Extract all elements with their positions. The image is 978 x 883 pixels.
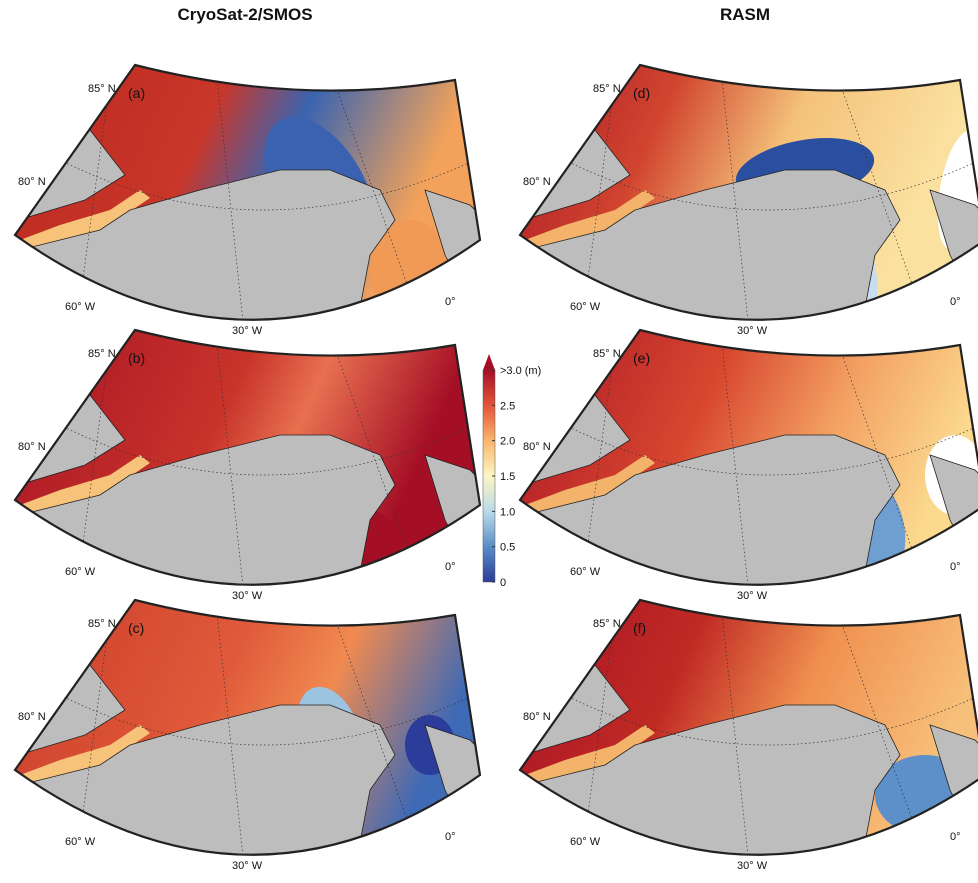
lon-label: 30° W bbox=[232, 860, 263, 872]
lat-label: 85° N bbox=[593, 348, 621, 360]
lon-label: 60° W bbox=[570, 836, 601, 848]
colorbar-tick-label: >3.0 (m) bbox=[500, 365, 541, 377]
lat-label: 80° N bbox=[523, 441, 551, 453]
lat-label: 80° N bbox=[18, 441, 46, 453]
graticule bbox=[719, 330, 751, 585]
map-content bbox=[520, 65, 978, 320]
graticule bbox=[834, 334, 926, 585]
graticule bbox=[214, 65, 246, 320]
graticule bbox=[79, 344, 111, 566]
coast-inlet bbox=[525, 455, 655, 520]
map-content bbox=[520, 600, 978, 855]
coast-inlet bbox=[20, 725, 150, 790]
graticule bbox=[214, 600, 246, 855]
lon-label: 30° W bbox=[232, 590, 263, 602]
map-panel: (f) 85° N 80° N 60° W 30° W 0° bbox=[518, 598, 978, 872]
lon-label: 60° W bbox=[65, 836, 96, 848]
colorbar-tick-label: 1.5 bbox=[500, 471, 515, 483]
colorbar-tick-label: 0 bbox=[500, 577, 506, 589]
panel-label: (e) bbox=[633, 350, 650, 366]
map-border bbox=[13, 63, 482, 321]
graticule bbox=[329, 69, 421, 320]
lat-label: 85° N bbox=[593, 618, 621, 630]
lat-label: 85° N bbox=[88, 83, 116, 95]
column-title: RASM bbox=[720, 5, 770, 24]
map-border bbox=[13, 328, 482, 586]
graticule bbox=[834, 69, 926, 320]
column-title: CryoSat-2/SMOS bbox=[177, 5, 312, 24]
graticule bbox=[329, 604, 421, 855]
lon-label: 60° W bbox=[65, 566, 96, 578]
map-panel: (b) 85° N 80° N 60° W 30° W 0° bbox=[13, 328, 482, 602]
panel-label: (a) bbox=[128, 85, 145, 101]
colorbar-tick-label: 0.5 bbox=[500, 542, 515, 554]
lat-label: 80° N bbox=[18, 711, 46, 723]
graticule bbox=[214, 330, 246, 585]
lon-label: 30° W bbox=[737, 860, 768, 872]
coast-inlet bbox=[20, 455, 150, 520]
colorbar-tick-label: 2.0 bbox=[500, 436, 515, 448]
graticule bbox=[719, 65, 751, 320]
lat-label: 85° N bbox=[88, 618, 116, 630]
map-panel: (e) 85° N 80° N 60° W 30° W 0° bbox=[518, 328, 978, 602]
coast-inlet bbox=[20, 190, 150, 255]
colorbar-extension bbox=[483, 354, 495, 370]
graticule bbox=[584, 79, 616, 301]
panel-label: (b) bbox=[128, 350, 145, 366]
lon-label: 0° bbox=[445, 831, 456, 843]
coast-inlet bbox=[525, 725, 655, 790]
lon-label: 30° W bbox=[737, 325, 768, 337]
lon-label: 0° bbox=[445, 296, 456, 308]
graticule bbox=[584, 614, 616, 836]
graticule bbox=[329, 334, 421, 585]
panel-label: (f) bbox=[633, 620, 646, 636]
graticule bbox=[834, 604, 926, 855]
map-border bbox=[518, 598, 978, 856]
lon-label: 60° W bbox=[570, 301, 601, 313]
lon-label: 30° W bbox=[737, 590, 768, 602]
map-panel: (a) 85° N 80° N 60° W 30° W 0° bbox=[13, 63, 482, 337]
panel-label: (c) bbox=[128, 620, 144, 636]
lon-label: 0° bbox=[445, 561, 456, 573]
coast-inlet bbox=[525, 190, 655, 255]
lon-label: 60° W bbox=[65, 301, 96, 313]
map-panel: (c) 85° N 80° N 60° W 30° W 0° bbox=[13, 598, 482, 872]
lat-label: 80° N bbox=[523, 711, 551, 723]
lat-label: 85° N bbox=[593, 83, 621, 95]
lat-label: 80° N bbox=[18, 176, 46, 188]
colorbar-tick-label: 2.5 bbox=[500, 400, 515, 412]
graticule bbox=[584, 344, 616, 566]
graticule bbox=[79, 79, 111, 301]
lon-label: 0° bbox=[950, 561, 961, 573]
colorbar-tick-label: 1.0 bbox=[500, 506, 515, 518]
land bbox=[424, 189, 480, 320]
map-border bbox=[518, 328, 978, 586]
lon-label: 0° bbox=[950, 296, 961, 308]
lat-label: 80° N bbox=[523, 176, 551, 188]
panel-label: (d) bbox=[633, 85, 650, 101]
lon-label: 60° W bbox=[570, 566, 601, 578]
map-panel: (d) 85° N 80° N 60° W 30° W 0° bbox=[518, 63, 978, 337]
graticule bbox=[79, 614, 111, 836]
map-border bbox=[13, 598, 482, 856]
map-content bbox=[520, 330, 978, 585]
graticule bbox=[719, 600, 751, 855]
lon-label: 30° W bbox=[232, 325, 263, 337]
map-border bbox=[518, 63, 978, 321]
lon-label: 0° bbox=[950, 831, 961, 843]
lat-label: 85° N bbox=[88, 348, 116, 360]
